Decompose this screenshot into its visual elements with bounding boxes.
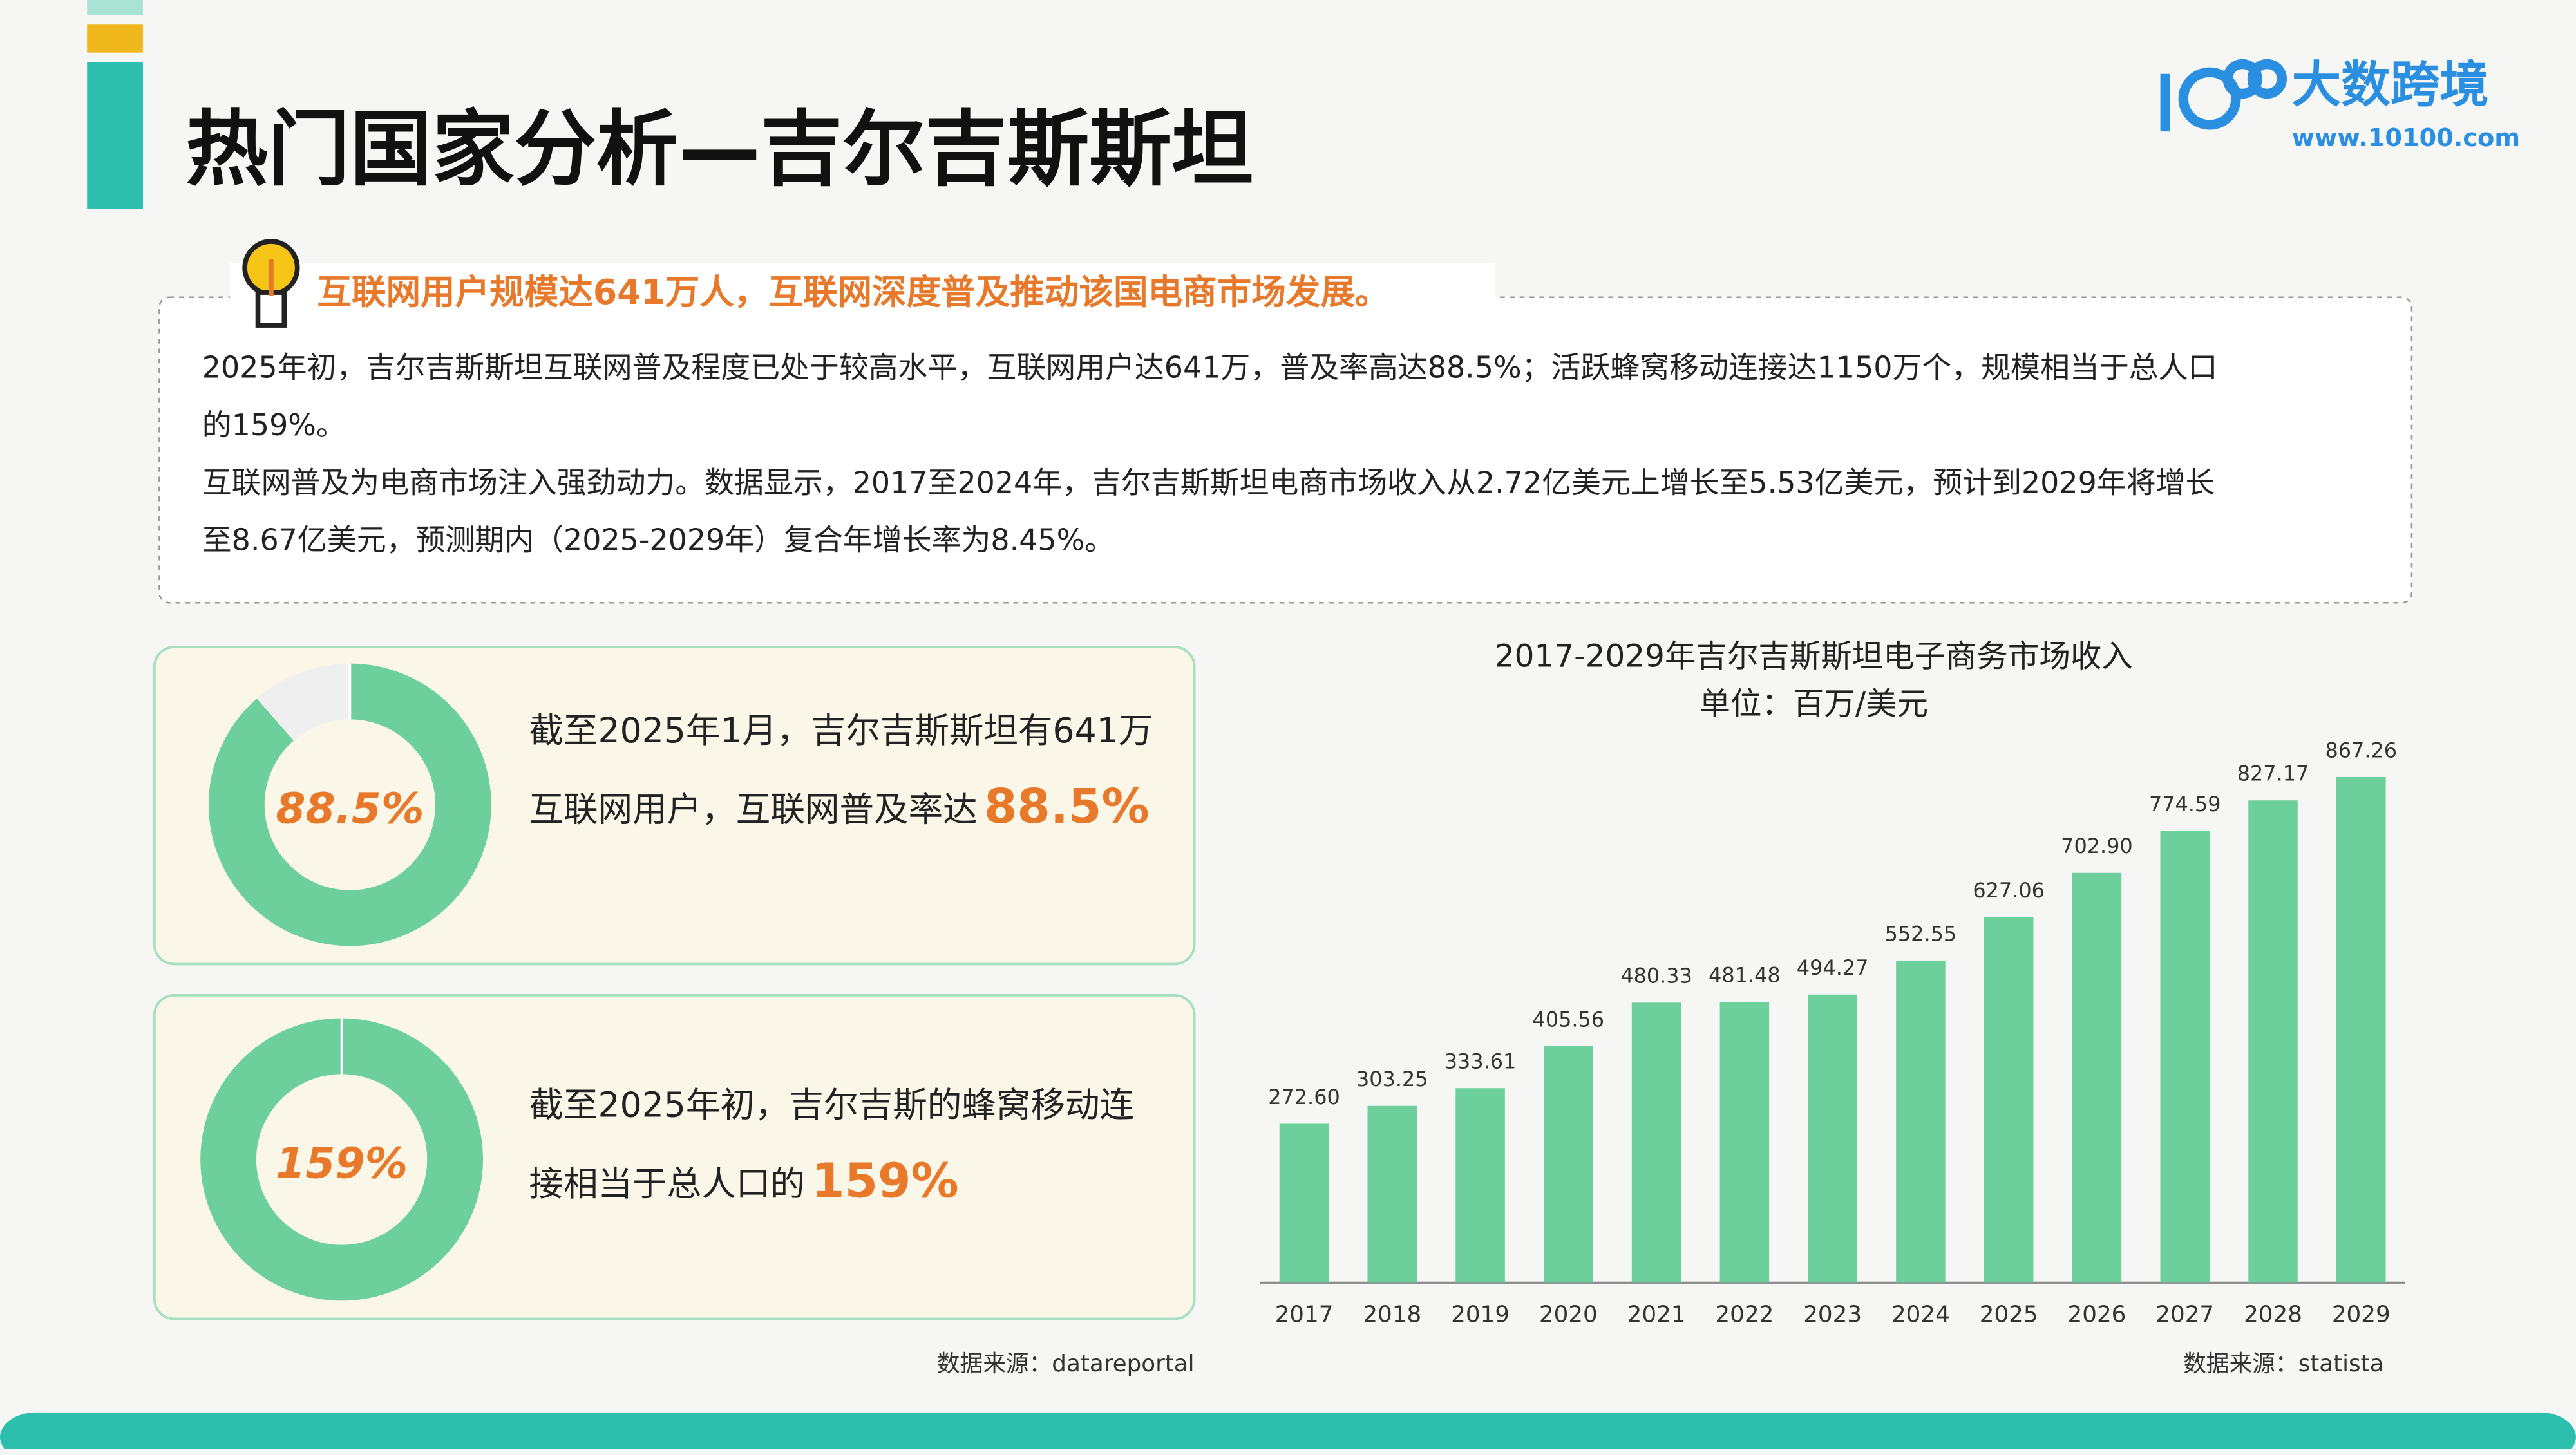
deco-bar — [87, 62, 143, 209]
x-tick-label: 2025 — [1980, 1302, 2038, 1328]
bar — [2160, 831, 2210, 1283]
logo-mark — [2160, 59, 2287, 132]
bar — [2336, 776, 2386, 1283]
logo-name: 大数跨境 — [2292, 57, 2489, 114]
value-label: 827.17 — [2237, 762, 2309, 786]
bar — [2248, 800, 2298, 1283]
value-label: 867.26 — [2325, 738, 2398, 762]
x-tick-label: 2026 — [2068, 1302, 2126, 1328]
x-tick-label: 2020 — [1539, 1302, 1598, 1328]
footer-bar — [0, 1412, 2576, 1455]
value-label: 480.33 — [1620, 964, 1692, 988]
donut-label: 159% — [276, 1138, 408, 1188]
stat-text: 截至2025年初，吉尔吉斯的蜂窝移动连 — [529, 1085, 1134, 1125]
value-label: 552.55 — [1885, 921, 1957, 946]
bar — [1544, 1046, 1593, 1283]
x-tick-label: 2019 — [1451, 1302, 1510, 1328]
bar — [1719, 1002, 1770, 1283]
stat-highlight: 88.5% — [984, 779, 1150, 834]
bar — [2072, 872, 2122, 1283]
x-tick-label: 2018 — [1363, 1302, 1421, 1328]
value-label: 333.61 — [1444, 1049, 1517, 1074]
x-tick-label: 2024 — [1891, 1302, 1950, 1328]
value-label: 494.27 — [1797, 955, 1869, 980]
source: 数据来源：datareportal — [937, 1351, 1195, 1377]
value-label: 702.90 — [2061, 834, 2133, 858]
value-label: 774.59 — [2149, 792, 2221, 816]
intro-headline: 互联网用户规模达641万人，互联网深度普及推动该国电商市场发展。 — [317, 272, 1389, 312]
value-label: 272.60 — [1268, 1085, 1340, 1109]
x-tick-label: 2027 — [2155, 1302, 2214, 1328]
value-label: 627.06 — [1973, 878, 2045, 903]
stat-text: 互联网用户，互联网普及率达 — [529, 789, 977, 830]
stat-text: 截至2025年1月，吉尔吉斯斯坦有641万 — [529, 710, 1153, 751]
bar — [1896, 960, 1946, 1283]
intro-line: 的159%。 — [202, 408, 346, 442]
deco-bar — [87, 0, 143, 15]
x-tick-label: 2029 — [2332, 1302, 2391, 1328]
chart-subtitle: 单位：百万/美元 — [1700, 686, 1928, 722]
bar — [1367, 1105, 1417, 1283]
stat-highlight: 159% — [811, 1154, 959, 1209]
x-tick-label: 2021 — [1627, 1302, 1686, 1328]
source: 数据来源：statista — [2183, 1351, 2383, 1377]
donut-label: 88.5% — [276, 783, 424, 833]
stat-text: 接相当于总人口的 — [529, 1163, 805, 1204]
bar — [1984, 917, 2034, 1283]
x-tick-label: 2017 — [1275, 1302, 1334, 1328]
x-tick-label: 2022 — [1715, 1302, 1774, 1328]
intro-line: 至8.67亿美元，预测期内（2025-2029年）复合年增长率为8.45%。 — [202, 523, 1114, 558]
value-label: 481.48 — [1709, 963, 1781, 988]
bar — [1631, 1002, 1681, 1283]
bar — [1455, 1088, 1505, 1283]
value-label: 303.25 — [1356, 1067, 1428, 1091]
x-tick-label: 2023 — [1803, 1302, 1862, 1328]
value-label: 405.56 — [1533, 1007, 1605, 1031]
lightbulb-icon — [242, 239, 300, 328]
intro-line: 2025年初，吉尔吉斯斯坦互联网普及程度已处于较高水平，互联网用户达641万，普… — [202, 350, 2218, 385]
headline-bg — [230, 263, 1495, 319]
x-tick-label: 2028 — [2244, 1302, 2302, 1328]
bar — [1279, 1123, 1329, 1283]
intro-line: 互联网普及为电商市场注入强劲动力。数据显示，2017至2024年，吉尔吉斯斯坦电… — [202, 465, 2215, 500]
deco-bar — [87, 24, 143, 53]
slide-title: 热门国家分析—吉尔吉斯斯坦 — [185, 102, 1253, 198]
chart-title: 2017-2029年吉尔吉斯斯坦电子商务市场收入 — [1495, 639, 2133, 675]
logo-url: www.10100.com — [2292, 124, 2521, 153]
bar — [1808, 994, 1857, 1283]
